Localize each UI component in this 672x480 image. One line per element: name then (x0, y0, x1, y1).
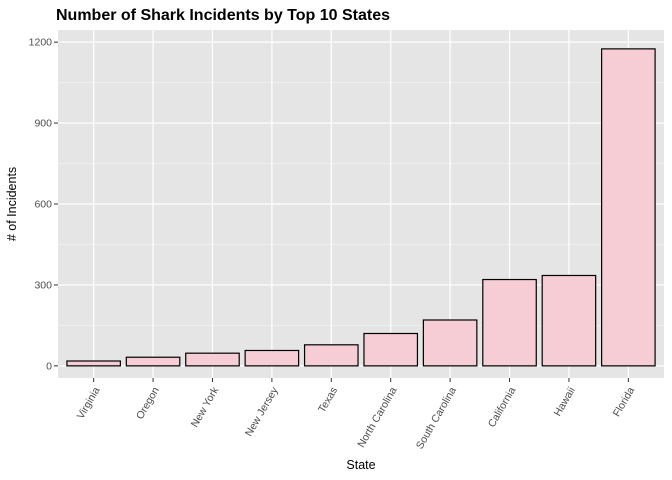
y-tick-label: 600 (34, 199, 52, 211)
x-axis: Virginia Oregon New York New Jersey Texas Nor… (75, 378, 638, 451)
chart-title: Number of Shark Incidents by Top 10 Stat… (56, 7, 390, 24)
bar (422, 319, 478, 367)
x-tick-label: Texas (316, 385, 340, 415)
x-tick-label: California (486, 385, 519, 430)
x-tick-label: New York (189, 384, 222, 429)
x-tick-label: Virginia (75, 385, 103, 421)
y-tick-label: 1200 (29, 37, 53, 49)
bar (363, 332, 419, 367)
x-tick-label: Hawaii (552, 385, 578, 418)
y-tick-label: 0 (46, 360, 52, 372)
bar (125, 356, 181, 367)
y-tick-label: 300 (34, 279, 52, 291)
bar (482, 278, 537, 367)
bars (66, 48, 656, 367)
y-axis: 0 300 600 900 1200 (29, 37, 58, 372)
bar (601, 48, 656, 367)
bar (185, 352, 240, 367)
y-axis-title: # of Incidents (5, 167, 19, 241)
x-tick-label: Florida (611, 385, 638, 419)
x-tick-label: New Jersey (243, 384, 281, 438)
bar (244, 349, 300, 367)
x-axis-title: State (346, 458, 375, 472)
y-tick-label: 900 (34, 118, 52, 130)
bar (66, 360, 121, 367)
x-tick-label: North Carolina (355, 385, 399, 450)
x-tick-label: Oregon (134, 385, 162, 421)
bar (541, 274, 597, 367)
bar (303, 344, 359, 367)
x-tick-label: South Carolina (414, 385, 459, 451)
